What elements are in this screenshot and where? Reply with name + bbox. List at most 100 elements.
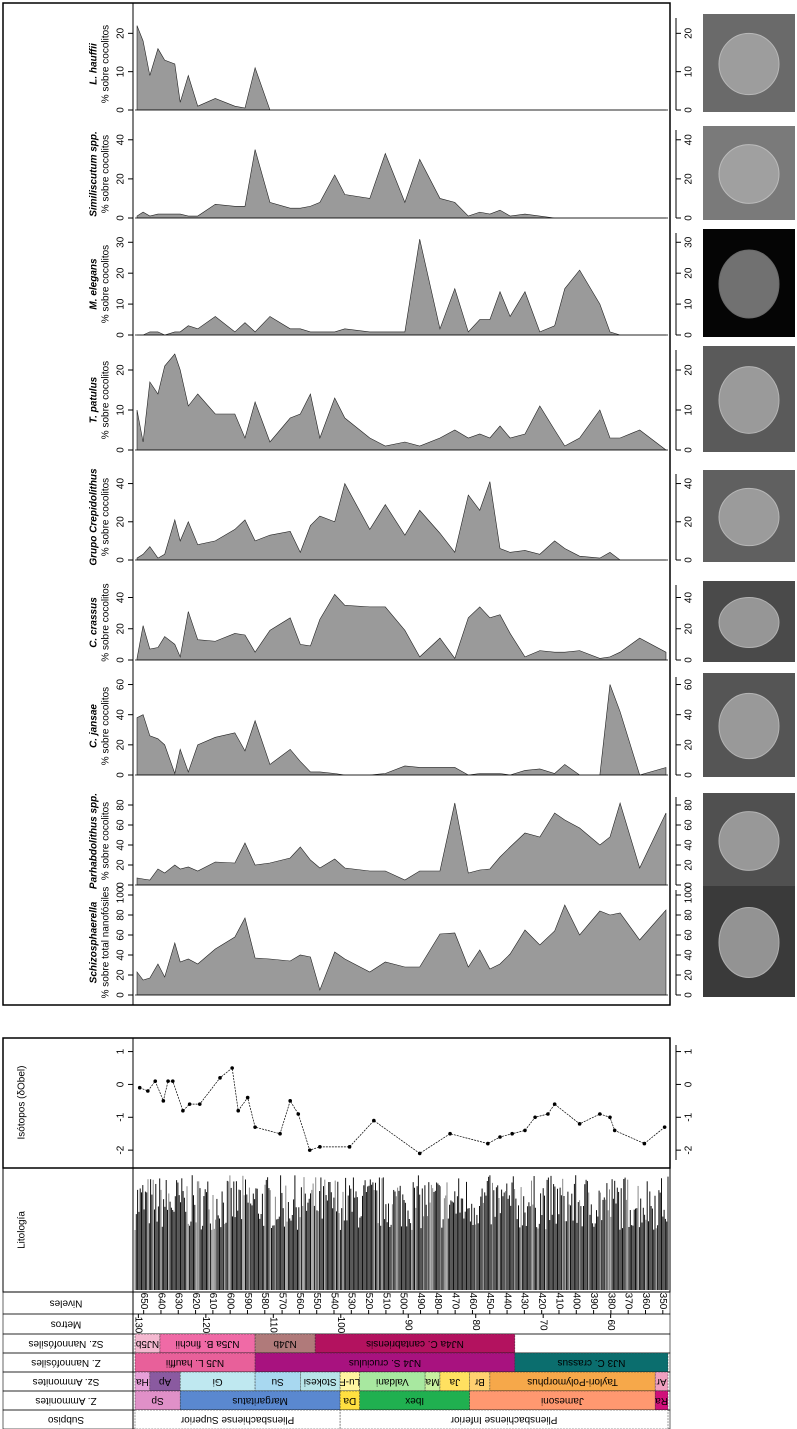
y-tick-label: 0 [116, 1081, 127, 1087]
x2-tick-label: 620 [190, 1293, 201, 1310]
point [523, 1128, 527, 1133]
photo-detail [718, 249, 780, 319]
isotope-frame [2, 1037, 671, 1169]
zone-label: Ibex [405, 1395, 424, 1406]
row-label: Z. Nannofósiles [31, 1357, 100, 1368]
zone-label: Su [272, 1376, 284, 1387]
x2-tick-label: 560 [294, 1293, 305, 1310]
y-tick-label: 0 [116, 107, 127, 113]
row-label: Niveles [50, 1297, 83, 1308]
series-title: Schizosphaerella [89, 901, 100, 983]
point [533, 1115, 537, 1120]
point [197, 1102, 202, 1106]
y-tick-label: 0 [116, 992, 127, 998]
point [187, 1102, 192, 1106]
point [486, 1141, 490, 1146]
y-tick-label: 40 [684, 478, 695, 490]
area [136, 481, 666, 561]
y-tick-label: 40 [116, 478, 127, 490]
y-tick-label: 20 [116, 267, 127, 279]
y-tick-label: 40 [684, 134, 695, 146]
zone-label: Gi [213, 1376, 223, 1387]
y-tick-label: 0 [684, 557, 695, 563]
point [546, 1112, 550, 1116]
point [608, 1115, 612, 1120]
point [307, 1148, 312, 1152]
y-tick-label: 0 [116, 215, 127, 221]
series-unit: % sobre cocolitos [101, 478, 112, 556]
photo-detail [718, 366, 780, 434]
y-tick-label: 60 [684, 929, 695, 941]
x2-tick-label: 450 [484, 1293, 495, 1310]
y-tick-label: 20 [116, 623, 127, 635]
y-tick-label: 10 [684, 66, 695, 78]
point [137, 1085, 142, 1090]
y-tick-label: 60 [684, 819, 695, 831]
zone-label: Taylori-Polymorphus [527, 1376, 618, 1387]
point [218, 1076, 222, 1080]
point [181, 1108, 185, 1113]
y-tick-label: 20 [116, 364, 127, 376]
x-tick-label: 120 [200, 1317, 211, 1334]
x2-tick-label: 520 [363, 1293, 374, 1310]
y-tick-label: 1 [684, 1048, 695, 1054]
area [136, 25, 666, 111]
zone-label: NJ4a C. cantabriensis [366, 1338, 464, 1349]
y-tick-label: 60 [116, 679, 127, 691]
x2-tick-label: 580 [259, 1293, 270, 1310]
zone-label: NJ5 L. hauffii [166, 1357, 224, 1368]
point [161, 1099, 166, 1103]
y-tick-label: 10 [684, 404, 695, 416]
y-tick-label: 80 [684, 799, 695, 811]
zone-label: Lu-F [340, 1376, 361, 1387]
row-label: Metros [51, 1318, 82, 1329]
y-tick-label: 30 [116, 236, 127, 248]
x2-tick-label: 420 [536, 1293, 547, 1310]
y-tick-label: 30 [684, 236, 695, 248]
x2-tick-label: 550 [311, 1293, 322, 1310]
point [347, 1145, 352, 1149]
zone [339, 1409, 669, 1429]
zone-label: Ma [425, 1376, 439, 1387]
zone-label: Ap [158, 1376, 171, 1387]
point [417, 1151, 422, 1156]
point [372, 1118, 376, 1123]
series-unit: % sobre total nanofósiles [101, 887, 112, 999]
series-title: Grupo Crepidolithus [89, 468, 100, 566]
zone-label: Ra [655, 1395, 668, 1406]
row-label: Subpiso [47, 1414, 84, 1425]
point [245, 1095, 250, 1100]
row-label: Z. Ammonites [35, 1395, 96, 1406]
x2-tick-label: 510 [380, 1293, 391, 1310]
zone-label: Pliensbachiense Inferior [450, 1414, 557, 1425]
y-tick-label: 20 [684, 267, 695, 279]
photo-detail [718, 907, 780, 978]
y-tick-label: 20 [116, 27, 127, 39]
series-title: Parhabdolithus spp. [89, 793, 100, 889]
point [612, 1128, 617, 1133]
x-tick-label: 100 [335, 1317, 346, 1334]
zone-label: Sp [151, 1395, 164, 1406]
zone-label: NJ3 C. crassus [558, 1357, 626, 1368]
point [236, 1108, 241, 1113]
y-tick-label: 0 [116, 657, 127, 663]
point [498, 1135, 502, 1139]
point [510, 1131, 514, 1136]
x-tick-label: 60 [605, 1319, 616, 1331]
x-tick-label: 130 [133, 1317, 144, 1334]
y-tick-label: 40 [116, 949, 127, 961]
y-tick-label: 80 [684, 909, 695, 921]
y-tick-label: 0 [116, 447, 127, 453]
y-tick-label: 40 [684, 839, 695, 851]
y-tick-label: 0 [684, 447, 695, 453]
x-tick-label: 90 [403, 1319, 414, 1331]
point [153, 1079, 158, 1083]
x-tick-label: 110 [268, 1317, 279, 1333]
y-tick-label: 40 [684, 709, 695, 721]
area [136, 593, 667, 661]
y-tick-label: 0 [116, 557, 127, 563]
photo-detail [718, 32, 780, 96]
x2-tick-label: 630 [173, 1293, 184, 1310]
